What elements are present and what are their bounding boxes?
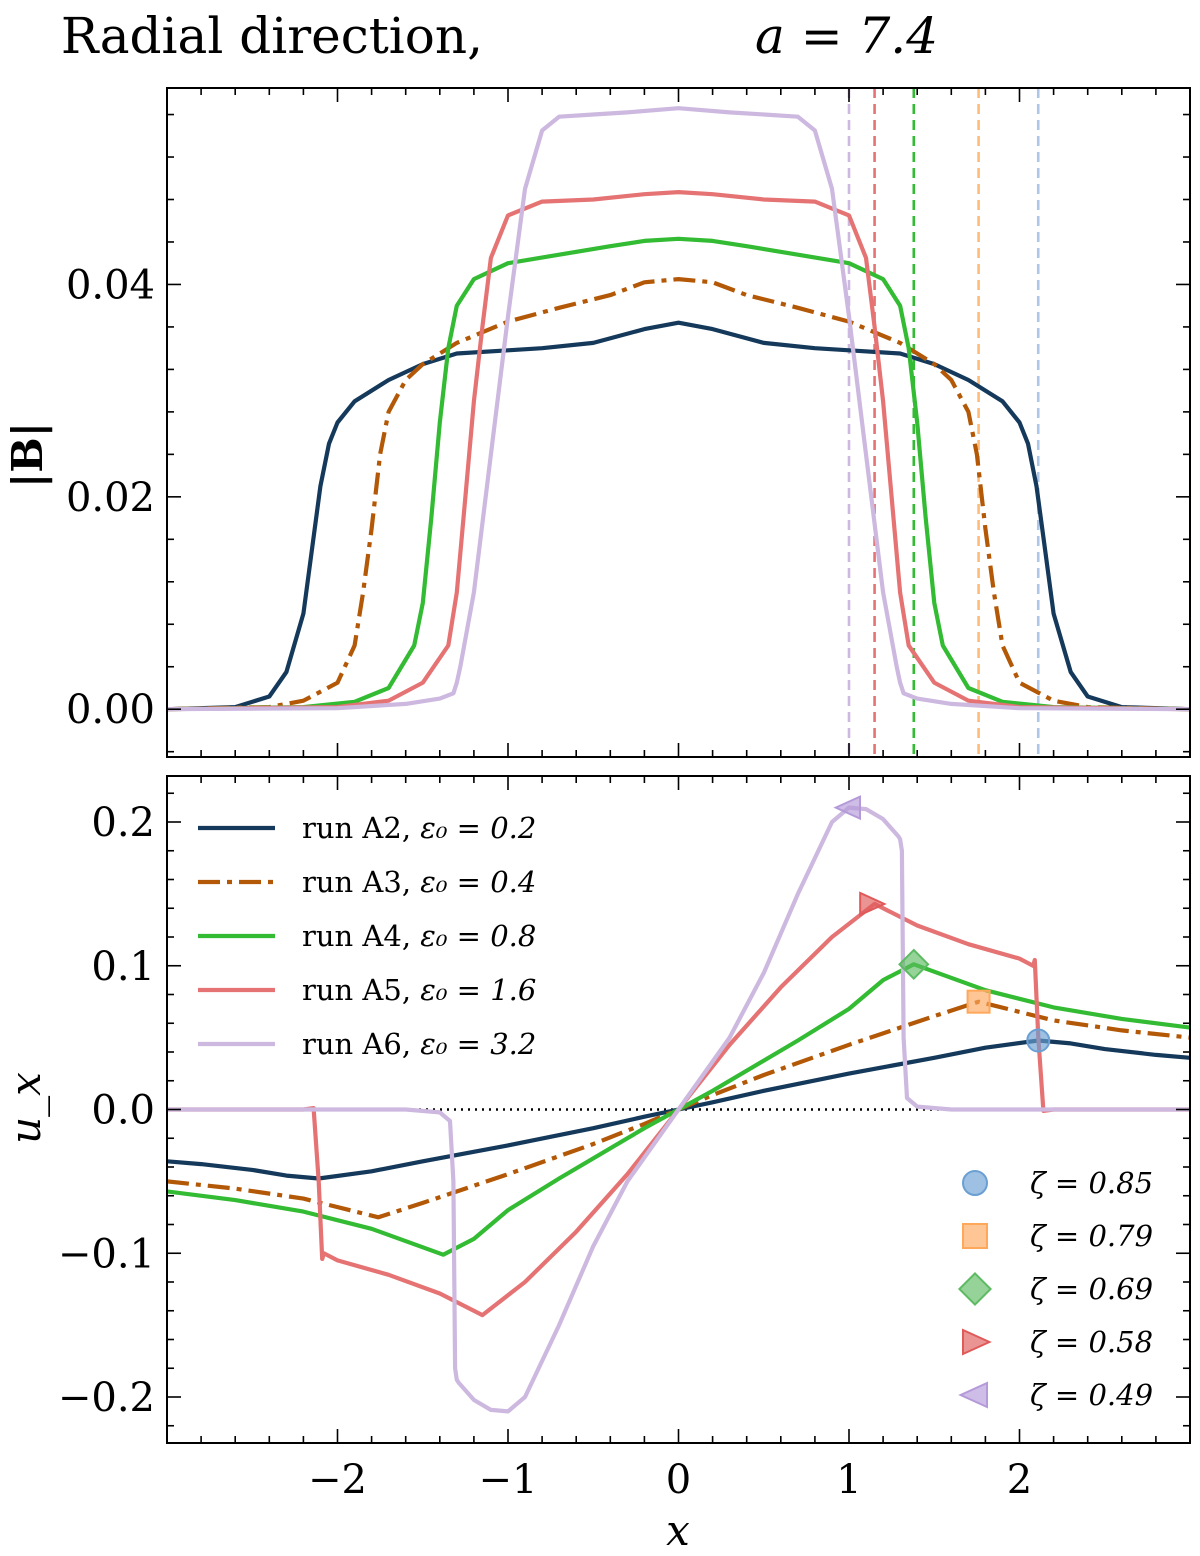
bottom-ytick-label: 0.2 bbox=[91, 800, 155, 846]
legend-run-name-4: run A6 bbox=[302, 1027, 402, 1061]
legend-marker-circle bbox=[962, 1170, 988, 1196]
legend-zeta-2: ζ = 0.69 bbox=[1030, 1272, 1153, 1306]
legend-entry-3: run A5, ε₀ = 1.6 bbox=[302, 973, 536, 1007]
top-series-run-a4 bbox=[167, 236, 1190, 712]
top-ytick-label: 0.04 bbox=[66, 262, 155, 308]
legend-entry-2: run A4, ε₀ = 0.8 bbox=[302, 919, 536, 953]
legend-run-name-0: run A2 bbox=[302, 811, 402, 845]
bottom-ytick-label: −0.2 bbox=[58, 1375, 155, 1421]
legend-eps-2: ε₀ = 0.8 bbox=[420, 919, 536, 953]
bottom-xtick-label: 2 bbox=[1007, 1457, 1032, 1503]
top-series-run-a3 bbox=[167, 277, 1190, 712]
bottom-marker-square bbox=[966, 989, 991, 1014]
bottom-marker-circle bbox=[1026, 1028, 1051, 1053]
bottom-xtick-label: 1 bbox=[836, 1457, 861, 1503]
legend-marker-square bbox=[962, 1223, 988, 1249]
legend-eps-0: ε₀ = 0.2 bbox=[420, 811, 536, 845]
top-panel-magnetic-field: 0.00 0.02 0.04 bbox=[66, 87, 1191, 758]
bottom-xlabel: x bbox=[666, 1506, 690, 1555]
legend-eps-3: ε₀ = 1.6 bbox=[420, 973, 536, 1007]
bottom-series-run-a6 bbox=[167, 805, 1190, 1414]
bottom-marker-triangle-right bbox=[859, 891, 887, 917]
legend-zeta-1: ζ = 0.79 bbox=[1030, 1219, 1153, 1253]
legend-entry-1: run A3, ε₀ = 0.4 bbox=[302, 865, 536, 899]
top-series-run-a5 bbox=[167, 190, 1190, 712]
legend-marker-triangle-left bbox=[958, 1381, 988, 1409]
bottom-ytick-label: 0.1 bbox=[91, 944, 155, 990]
legend-marker-diamond bbox=[957, 1271, 993, 1307]
legend-eps-4: ε₀ = 3.2 bbox=[420, 1027, 536, 1061]
legend-run-name-1: run A3 bbox=[302, 865, 402, 899]
legend-marker-triangle-right bbox=[962, 1328, 992, 1356]
bottom-marker-diamond bbox=[898, 948, 930, 981]
title-math: a = 7.4 bbox=[755, 7, 938, 65]
top-series-run-a2 bbox=[167, 320, 1190, 712]
legend-entry-0: run A2, ε₀ = 0.2 bbox=[302, 811, 536, 845]
bottom-xtick-label: 0 bbox=[666, 1457, 691, 1503]
top-ylabel: |B| bbox=[3, 422, 52, 488]
legend-zeta-3: ζ = 0.58 bbox=[1030, 1325, 1153, 1359]
top-series-group bbox=[167, 106, 1190, 712]
legend-sep-1: , bbox=[402, 865, 420, 899]
bottom-panel-velocity: −2 −1 0 1 2 −0.2 −0.1 0.0 0.1 0.2 run A2, ε₀ = 0.2… bbox=[58, 775, 1191, 1503]
top-series-run-a6 bbox=[167, 106, 1190, 712]
title-main: Radial direction, bbox=[61, 7, 483, 65]
bottom-xtick-label: −1 bbox=[479, 1457, 538, 1503]
legend-sep-3: , bbox=[402, 973, 420, 1007]
legend-sep-4: , bbox=[402, 1027, 420, 1061]
series-legend: run A2, ε₀ = 0.2 run A3, ε₀ = 0.4 run A4, … bbox=[198, 811, 536, 1061]
chart-title: Radial direction, a = 7.4 bbox=[61, 7, 938, 65]
legend-sep-2: , bbox=[402, 919, 420, 953]
bottom-series-group bbox=[167, 805, 1190, 1414]
top-ytick-label: 0.02 bbox=[66, 475, 155, 521]
legend-zeta-4: ζ = 0.49 bbox=[1030, 1378, 1153, 1412]
legend-run-name-2: run A4 bbox=[302, 919, 402, 953]
bottom-marker-triangle-left bbox=[833, 795, 861, 821]
legend-eps-1: ε₀ = 0.4 bbox=[420, 865, 536, 899]
legend-run-name-3: run A5 bbox=[302, 973, 402, 1007]
legend-entry-4: run A6, ε₀ = 3.2 bbox=[302, 1027, 536, 1061]
top-axes-frame bbox=[166, 87, 1191, 758]
marker-legend: ζ = 0.85 ζ = 0.79 ζ = 0.69 ζ = 0.58 ζ = 0.49 bbox=[957, 1166, 1153, 1412]
bottom-ytick-label: 0.0 bbox=[91, 1088, 155, 1134]
legend-zeta-0: ζ = 0.85 bbox=[1030, 1166, 1153, 1200]
bottom-ytick-label: −0.1 bbox=[58, 1231, 155, 1277]
legend-sep-0: , bbox=[402, 811, 420, 845]
top-ytick-label: 0.00 bbox=[66, 687, 155, 733]
bottom-ylabel: u_x bbox=[1, 1072, 50, 1144]
bottom-xtick-label: −2 bbox=[308, 1457, 367, 1503]
